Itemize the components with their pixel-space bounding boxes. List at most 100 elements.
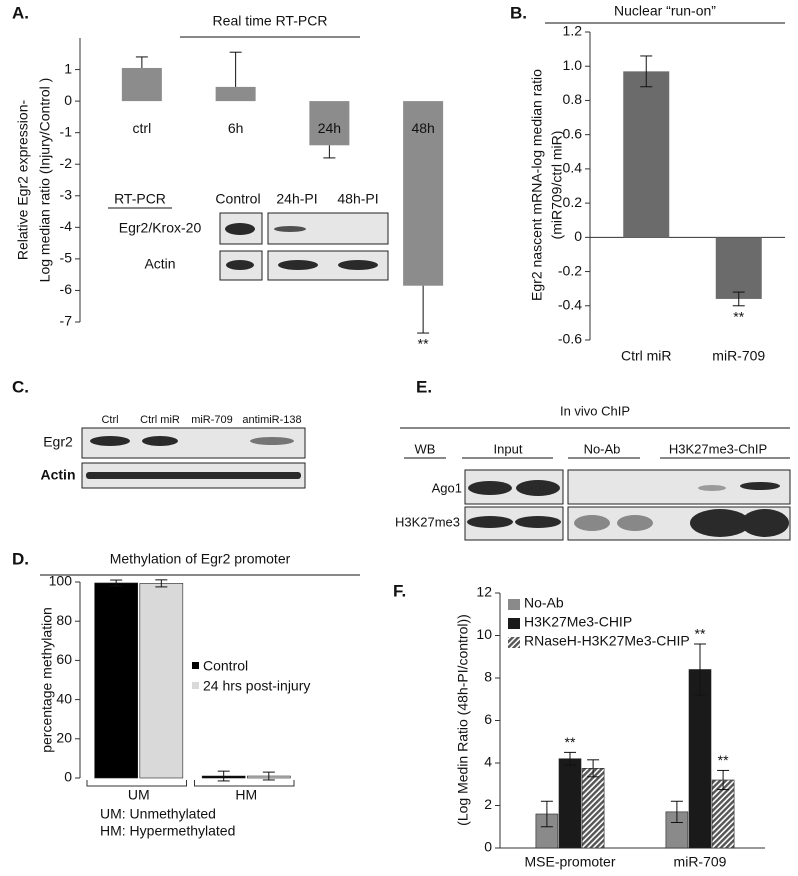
x-tick-label: 48h [411,120,434,136]
error-bar [564,751,576,766]
panel-label: C. [12,377,29,396]
legend-swatch [192,662,199,669]
y-tick-label: 0 [64,769,72,785]
blot-band [698,485,726,491]
y-tick-label: 0.6 [563,125,583,141]
blot-band [142,436,178,446]
row-label: Ago1 [432,480,462,495]
row-label: Actin [41,467,76,483]
lane-label: miR-709 [191,414,233,426]
bar [121,67,162,102]
lane-label: WB [415,441,436,456]
bar [711,779,735,849]
y-tick-label: 0.2 [563,194,583,210]
chart: A. Real time RT-PCR Relative Egr2 expressi… [12,3,444,352]
blot-band [225,223,255,235]
panel-label: D. [12,549,29,568]
y-tick-label: 20 [56,730,72,746]
chart-title: Real time RT-PCR [213,13,328,29]
x-tick-label: MSE-promoter [524,854,615,870]
lane-label: Ctrl [101,414,118,426]
error-bar [135,56,148,68]
blot-band [90,436,130,446]
panel-label: A. [12,3,29,22]
panel-c: C. Ctrl Ctrl miR miR-709 antimiR-138 Egr… [12,377,306,489]
legend-label: Control [203,658,248,674]
blot-band [617,515,653,531]
x-tick-label: miR-709 [712,348,765,364]
y-tick-label: 2 [484,796,492,812]
legend-label: No-Ab [524,595,564,611]
note: UM: Unmethylated [100,806,216,822]
blot-band [574,515,610,531]
legend-swatch [508,637,520,648]
y-tick-label: 10 [476,626,492,642]
chart: B. Nuclear “run-on” Egr2 nascent mRNA-log … [510,3,785,364]
blot-band [250,437,294,445]
error-bar [717,769,730,791]
x-tick-label: miR-709 [674,854,727,870]
error-bar [417,285,430,334]
y-tick-label: 60 [56,651,72,667]
lane-label: No-Ab [584,441,621,456]
y-tick-label: 0 [574,228,582,244]
x-tick-label: UM [128,787,150,803]
category-bracket [194,780,295,787]
y-tick-label: 1.2 [563,23,583,39]
legend-swatch [508,599,520,610]
inset-header: RT-PCR [114,191,166,207]
legend-swatch [192,682,199,689]
bar [688,669,712,849]
panel-label: F. [393,581,406,600]
bar [623,71,670,238]
blot-band [467,516,513,528]
error-bar [732,291,745,307]
blot-band [516,480,560,496]
panel-label: E. [416,377,432,396]
error-bar [540,800,553,828]
blot-band [226,260,254,270]
y-axis-label: Log median ratio (Injury/Control ) [37,78,53,283]
y-tick-label: 4 [484,754,492,770]
error-bar [229,51,242,87]
x-tick-label: 24h [318,120,341,136]
y-tick-label: 8 [484,669,492,685]
row-label: Actin [144,256,175,272]
lane-label: 48h-PI [337,191,378,207]
error-bar [694,643,706,696]
y-tick-label: -5 [60,250,73,266]
chart-title: Nuclear “run-on” [614,3,716,19]
y-tick-label: 1 [64,60,72,76]
y-tick-label: 0.8 [563,91,583,107]
y-axis-label: percentage methylation [39,607,55,753]
annotation: ** [565,734,576,750]
annotation: ** [718,752,729,768]
blot-band [274,226,306,232]
y-tick-label: -4 [60,218,73,234]
error-bar [155,579,168,588]
blot-band [468,481,512,495]
lane-label: antimiR-138 [242,414,301,426]
row-label: Egr2/Krox-20 [119,220,202,236]
y-tick-label: 80 [56,612,72,628]
legend-label: RNaseH-H3K27Me3-CHIP [524,633,690,649]
y-axis-label: Egr2 nascent mRNA-log median ratio [529,69,545,301]
error-bar [587,759,600,778]
y-tick-label: -0.4 [558,296,582,312]
y-tick-label: 0 [64,92,72,108]
legend-label: H3K27Me3-CHIP [524,614,632,630]
lane-label: H3K27me3-ChIP [669,441,767,456]
blot-band [690,509,750,537]
chart: F. (Log Medin Ratio (48h-PI/control)) 0 2 4 6… [393,581,765,870]
y-tick-label: -7 [60,313,73,329]
bar [558,758,582,849]
y-tick-label: 6 [484,711,492,727]
row-label: H3K27me3 [395,514,460,529]
chart: D. Methylation of Egr2 promoter percentage… [12,549,360,839]
legend-label: 24 hrs post-injury [203,678,310,694]
category-bracket [86,780,187,787]
y-tick-label: 0.4 [563,160,583,176]
row-label: Egr2 [43,434,73,450]
y-axis-label: Relative Egr2 expression- [15,100,31,261]
